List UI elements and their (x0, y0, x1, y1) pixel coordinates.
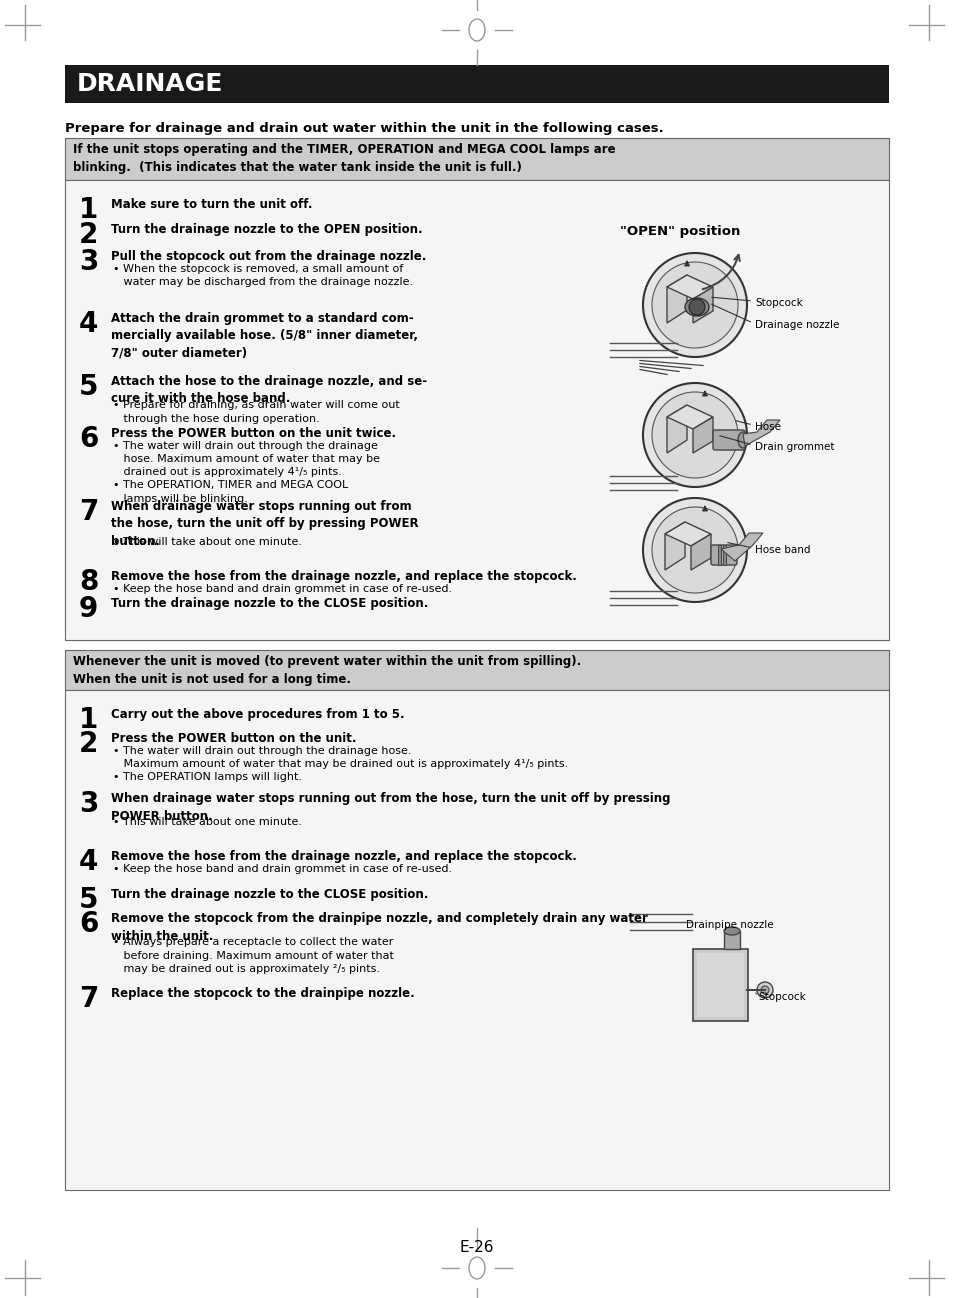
Bar (65, 691, 888, 1190)
Text: 8: 8 (79, 569, 98, 596)
Text: 5: 5 (79, 887, 98, 914)
Text: 4: 4 (79, 310, 98, 337)
Text: Drainpipe nozzle: Drainpipe nozzle (685, 920, 773, 929)
Circle shape (651, 508, 738, 593)
Text: Drain grommet: Drain grommet (754, 443, 834, 452)
Bar (692, 949, 747, 1022)
Text: 1: 1 (79, 706, 98, 733)
Polygon shape (690, 533, 710, 570)
FancyBboxPatch shape (710, 545, 737, 565)
Text: 6: 6 (79, 910, 98, 938)
Text: Whenever the unit is moved (to prevent water within the unit from spilling).
Whe: Whenever the unit is moved (to prevent w… (73, 654, 580, 685)
Text: DRAINAGE: DRAINAGE (77, 71, 223, 96)
Bar (718, 545, 720, 565)
Text: Prepare for drainage and drain out water within the unit in the following cases.: Prepare for drainage and drain out water… (65, 122, 663, 135)
Text: Stopcock: Stopcock (758, 992, 805, 1002)
Text: Press the POWER button on the unit.: Press the POWER button on the unit. (111, 732, 356, 745)
Text: 5: 5 (79, 373, 98, 401)
Text: Hose: Hose (754, 422, 781, 432)
Text: 3: 3 (79, 248, 98, 276)
Text: • The water will drain out through the drainage hose.
   Maximum amount of water: • The water will drain out through the d… (112, 746, 568, 783)
Circle shape (688, 299, 704, 315)
Circle shape (642, 383, 746, 487)
Circle shape (757, 983, 772, 998)
Ellipse shape (738, 432, 747, 448)
FancyBboxPatch shape (712, 430, 744, 450)
Bar (65, 180, 888, 640)
Circle shape (651, 392, 738, 478)
Text: 9: 9 (79, 594, 98, 623)
Text: • Always prepare a receptacle to collect the water
   before draining. Maximum a: • Always prepare a receptacle to collect… (112, 937, 394, 974)
Text: 7: 7 (79, 498, 98, 526)
Text: 7: 7 (79, 985, 98, 1012)
Polygon shape (692, 287, 712, 323)
Text: • Prepare for draining, as drain water will come out
   through the hose during : • Prepare for draining, as drain water w… (112, 401, 399, 423)
Circle shape (651, 262, 738, 348)
Text: "OPEN" position: "OPEN" position (619, 225, 740, 238)
Text: Carry out the above procedures from 1 to 5.: Carry out the above procedures from 1 to… (111, 707, 404, 720)
Text: Hose band: Hose band (754, 545, 810, 556)
Polygon shape (720, 533, 762, 561)
Polygon shape (664, 522, 710, 546)
Ellipse shape (684, 299, 708, 315)
Text: Turn the drainage nozzle to the OPEN position.: Turn the drainage nozzle to the OPEN pos… (111, 223, 422, 236)
Text: Attach the drain grommet to a standard com-
mercially available hose. (5/8" inne: Attach the drain grommet to a standard c… (111, 312, 417, 360)
Ellipse shape (723, 927, 740, 935)
Circle shape (642, 498, 746, 602)
Text: • This will take about one minute.: • This will take about one minute. (112, 818, 302, 827)
Text: 6: 6 (79, 424, 98, 453)
Text: • Keep the hose band and drain grommet in case of re-used.: • Keep the hose band and drain grommet i… (112, 863, 452, 874)
Text: When drainage water stops running out from
the hose, turn the unit off by pressi: When drainage water stops running out fr… (111, 500, 418, 548)
Text: • Keep the hose band and drain grommet in case of re-used.: • Keep the hose band and drain grommet i… (112, 584, 452, 593)
Polygon shape (666, 405, 686, 453)
Text: Turn the drainage nozzle to the CLOSE position.: Turn the drainage nozzle to the CLOSE po… (111, 597, 428, 610)
Text: Make sure to turn the unit off.: Make sure to turn the unit off. (111, 199, 313, 212)
Text: E-26: E-26 (459, 1241, 494, 1255)
Polygon shape (664, 522, 684, 570)
Text: • This will take about one minute.: • This will take about one minute. (112, 537, 302, 548)
Polygon shape (742, 421, 780, 447)
Bar (65, 650, 888, 691)
Text: Remove the stopcock from the drainpipe nozzle, and completely drain any water
wi: Remove the stopcock from the drainpipe n… (111, 912, 647, 942)
Polygon shape (666, 405, 712, 430)
Text: When drainage water stops running out from the hose, turn the unit off by pressi: When drainage water stops running out fr… (111, 792, 670, 823)
Bar (65, 65, 888, 103)
Circle shape (760, 986, 768, 994)
Text: • The water will drain out through the drainage
   hose. Maximum amount of water: • The water will drain out through the d… (112, 441, 379, 504)
Polygon shape (666, 275, 712, 299)
Bar (722, 545, 725, 565)
Text: Stopcock: Stopcock (754, 299, 801, 308)
Text: If the unit stops operating and the TIMER, OPERATION and MEGA COOL lamps are
bli: If the unit stops operating and the TIME… (73, 144, 615, 174)
Text: Drainage nozzle: Drainage nozzle (754, 321, 839, 330)
Polygon shape (666, 275, 686, 323)
Text: Remove the hose from the drainage nozzle, and replace the stopcock.: Remove the hose from the drainage nozzle… (111, 570, 577, 583)
Text: Press the POWER button on the unit twice.: Press the POWER button on the unit twice… (111, 427, 395, 440)
Text: 2: 2 (79, 221, 98, 249)
Text: Remove the hose from the drainage nozzle, and replace the stopcock.: Remove the hose from the drainage nozzle… (111, 850, 577, 863)
Text: Turn the drainage nozzle to the CLOSE position.: Turn the drainage nozzle to the CLOSE po… (111, 888, 428, 901)
Text: • When the stopcock is removed, a small amount of
   water may be discharged fro: • When the stopcock is removed, a small … (112, 263, 413, 287)
Text: 2: 2 (79, 729, 98, 758)
Text: Pull the stopcock out from the drainage nozzle.: Pull the stopcock out from the drainage … (111, 251, 426, 263)
Text: 4: 4 (79, 848, 98, 876)
Text: Replace the stopcock to the drainpipe nozzle.: Replace the stopcock to the drainpipe no… (111, 986, 415, 999)
Bar (723, 931, 740, 949)
Circle shape (642, 253, 746, 357)
Text: Attach the hose to the drainage nozzle, and se-
cure it with the hose band.: Attach the hose to the drainage nozzle, … (111, 375, 427, 405)
Bar (65, 138, 888, 180)
Text: 1: 1 (79, 196, 98, 225)
Text: 3: 3 (79, 790, 98, 818)
Bar (697, 953, 743, 1018)
Polygon shape (692, 417, 712, 453)
